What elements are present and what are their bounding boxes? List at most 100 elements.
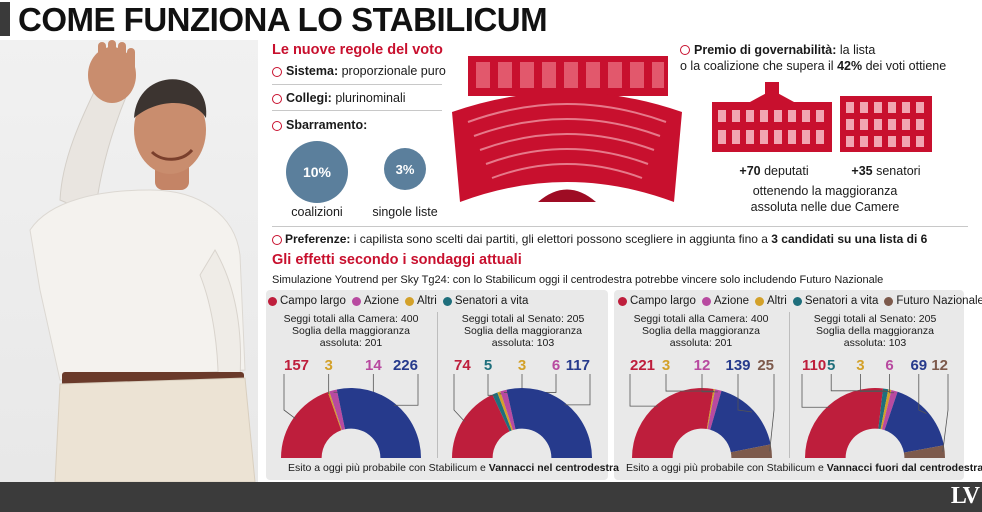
hemicycle-segment — [329, 389, 346, 431]
premio-text1: la lista — [839, 43, 876, 57]
premio-text2-pre: o la coalizione che supera il — [680, 59, 834, 73]
hemicycle-segment — [492, 392, 512, 432]
legend-panel-2: Campo largo Azione Altri Senatori a vita… — [612, 295, 982, 307]
seat-info-line2: Soglia della maggioranza — [642, 325, 760, 337]
effetti-heading: Gli effetti secondo i sondaggi attuali — [272, 252, 522, 268]
seat-count-label: 226 — [393, 357, 418, 374]
seat-count-label: 157 — [284, 357, 309, 374]
legend-swatch — [792, 296, 802, 306]
divider — [272, 110, 442, 111]
seat-count-label: 6 — [885, 357, 893, 374]
premio-line2: o la coalizione che supera il 42% dei vo… — [680, 58, 946, 75]
leader-line — [889, 374, 895, 394]
hemicycle-segment — [730, 444, 772, 458]
camera-building-illustration — [710, 80, 834, 154]
leader-line — [860, 374, 890, 392]
panel-divider — [437, 312, 438, 458]
leader-line — [830, 374, 886, 392]
legend-item-altri: Altri — [417, 295, 437, 307]
legend-item-senatori-vita: Senatori a vita — [454, 295, 529, 307]
esito-bold: Vannacci fuori dal centrodestra — [826, 462, 982, 474]
hemicycle-segment — [452, 394, 510, 458]
seat-info-line2: Soglia della maggioranza — [464, 325, 582, 337]
rule-sbarramento: Sbarramento: — [286, 118, 367, 132]
seat-count-label: 3 — [324, 357, 332, 374]
divider — [272, 84, 442, 85]
legend-swatch — [268, 296, 277, 306]
seat-info-line3: assoluta: 103 — [843, 337, 907, 349]
bullet-icon — [272, 235, 282, 245]
seat-info-line1: Seggi totali alla Camera: 400 — [633, 313, 769, 325]
seat-count-label: 5 — [484, 357, 492, 374]
hemicycle-segment — [881, 389, 898, 431]
seat-info-line1: Seggi totali al Senato: 205 — [813, 313, 937, 325]
seat-info-3: Seggi totali alla Camera: 400 Soglia del… — [626, 313, 776, 349]
seat-count-label: 74 — [454, 357, 471, 374]
hemicycle-segment — [805, 388, 884, 458]
seat-count-label: 69 — [910, 357, 927, 374]
rule-collegi: Collegi: plurinominali — [286, 91, 406, 105]
leader-line — [564, 374, 591, 406]
sistema-label: Sistema: — [286, 64, 339, 78]
legend-item-altri: Altri — [767, 295, 787, 307]
seat-info-line2: Soglia della maggioranza — [816, 325, 934, 337]
hemicycle-segment — [500, 389, 516, 431]
hemicycle-chart-senato-1: 74 5 3 6 117 — [452, 357, 592, 458]
leader-line — [487, 374, 496, 396]
footer-bar — [0, 482, 982, 512]
leader-line — [918, 374, 927, 414]
legend-swatch — [701, 296, 711, 306]
hemicycle-segment — [281, 391, 342, 458]
leader-line — [283, 374, 296, 420]
legend-panel-1: Campo largo Azione Altri Senatori a vita — [262, 295, 528, 307]
seat-count-label: 3 — [856, 357, 864, 374]
leader-line — [942, 374, 949, 452]
hemicycle-segment — [327, 391, 342, 431]
threshold-liste-label: singole liste — [372, 205, 438, 219]
simulation-note: Simulazione Youtrend per Sky Tg24: con l… — [272, 274, 884, 286]
hemicycle-segment — [878, 388, 889, 430]
bullet-icon — [272, 94, 282, 104]
seat-count-label: 5 — [827, 357, 835, 374]
hemicycle-segment — [903, 445, 945, 458]
senato-building-illustration — [838, 92, 934, 154]
legend-item-azione: Azione — [713, 295, 750, 307]
seat-count-label: 221 — [630, 357, 655, 374]
premio-label: Premio di governabilità: — [694, 43, 837, 57]
legend-item-campo-largo: Campo largo — [280, 295, 346, 307]
legend-swatch — [351, 296, 361, 306]
hemicycle-chart-camera-1: 157 3 14 226 — [281, 357, 421, 458]
leader-line — [737, 374, 753, 413]
leader-line — [328, 374, 330, 394]
threshold-coalizioni-circle: 10% — [286, 141, 348, 203]
seat-count-label: 110 — [802, 357, 826, 374]
bonus-deputati: +70 deputati — [714, 164, 834, 178]
seat-count-label: 25 — [757, 357, 774, 374]
esito-caption-2: Esito a oggi più probabile con Stabilicu… — [626, 462, 982, 474]
premio-line1: Premio di governabilità: la lista — [694, 42, 875, 59]
legend-swatch — [442, 296, 452, 306]
senatori-num: +35 — [851, 164, 873, 178]
seat-info-line3: assoluta: 201 — [669, 337, 733, 349]
preferenze-text: i capilista sono scelti dai partiti, gli… — [353, 232, 768, 246]
hemicycle-chart-camera-2: 221 3 12 139 25 — [629, 357, 775, 458]
rule-sistema: Sistema: proporzionale puro — [286, 64, 446, 78]
portrait-photo — [0, 40, 258, 482]
premio-note-1: ottenendo la maggioranza — [752, 184, 898, 198]
title-bar — [0, 0, 982, 38]
legend-item-azione: Azione — [363, 295, 400, 307]
hemicycle-segment — [707, 389, 722, 430]
preferenze-bold: 3 candidati su una lista di 6 — [771, 232, 928, 246]
seat-count-label: 3 — [518, 357, 526, 374]
seat-count-label: 3 — [662, 357, 670, 374]
leader-line — [701, 374, 718, 393]
hemicycle-segment — [710, 390, 771, 453]
senatori-label: senatori — [876, 164, 921, 178]
brand-logo: LV — [950, 483, 980, 509]
leader-line — [665, 374, 714, 392]
deputati-num: +70 — [739, 164, 761, 178]
leader-line — [393, 374, 419, 406]
divider — [272, 226, 968, 227]
threshold-liste-circle: 3% — [384, 148, 426, 190]
seat-count-label: 14 — [365, 357, 382, 374]
